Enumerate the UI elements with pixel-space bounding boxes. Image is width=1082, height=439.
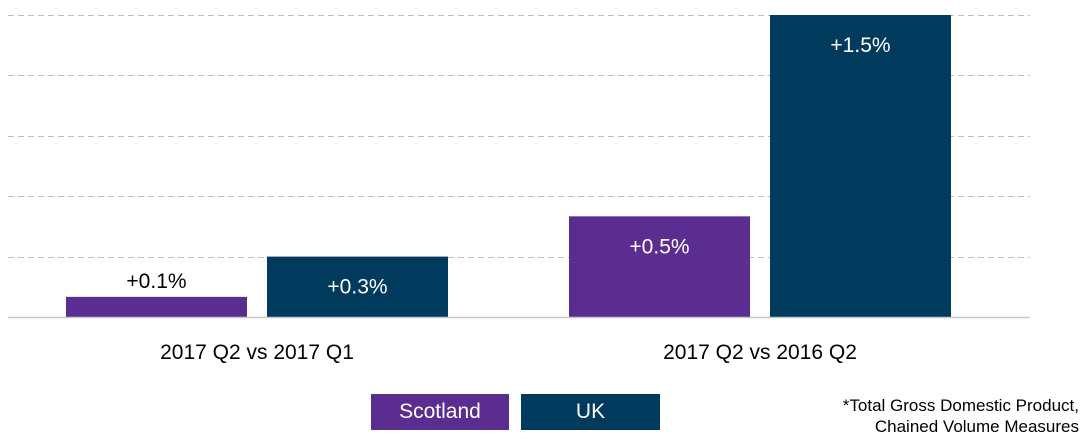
bar-uk-2 (770, 15, 951, 317)
data-label-scotland-2: +0.5% (629, 235, 689, 258)
legend-item-scotland: Scotland (371, 394, 509, 430)
bar-scotland-2 (569, 216, 750, 317)
data-labels: +0.1% +0.3% +0.5% +1.5% (126, 34, 890, 299)
footnote-line-1: *Total Gross Domestic Product, (842, 396, 1079, 415)
x-tick-labels: 2017 Q2 vs 2017 Q1 2017 Q2 vs 2016 Q2 (160, 341, 857, 364)
bar-scotland-1 (66, 296, 247, 317)
data-label-scotland-1: +0.1% (126, 270, 186, 293)
bars (66, 15, 951, 317)
x-tick-label: 2017 Q2 vs 2017 Q1 (160, 341, 354, 364)
footnote-line-2: Chained Volume Measures (874, 417, 1079, 436)
data-label-uk-2: +1.5% (830, 34, 890, 57)
legend-item-uk: UK (521, 394, 660, 430)
data-label-uk-1: +0.3% (327, 276, 387, 299)
bar-uk-1 (267, 256, 448, 317)
footnote: *Total Gross Domestic Product, Chained V… (759, 395, 1079, 437)
x-tick-label: 2017 Q2 vs 2016 Q2 (663, 341, 857, 364)
